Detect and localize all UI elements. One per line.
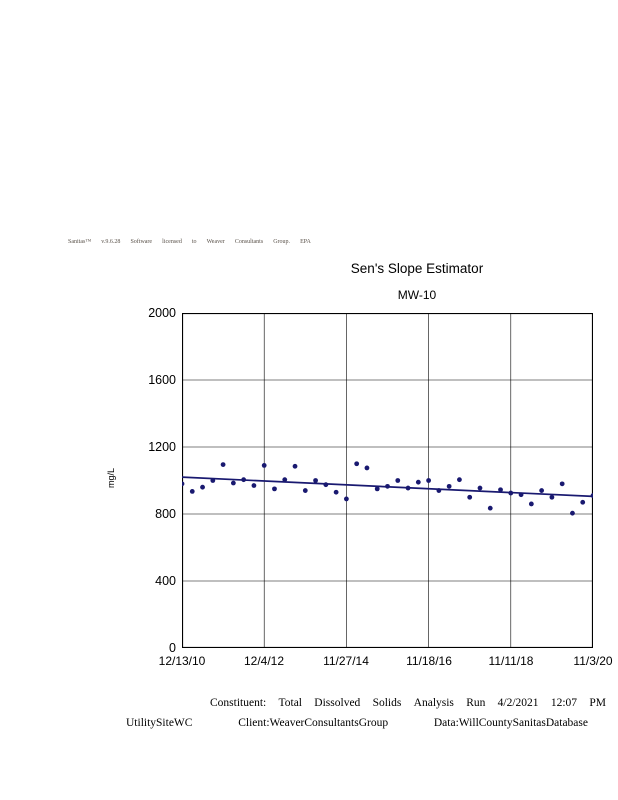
data-point [354, 461, 360, 467]
constituent-word: Solids [372, 697, 402, 709]
data-point [415, 479, 421, 485]
data-point [230, 480, 236, 486]
data-point [580, 499, 586, 505]
data-point [374, 486, 380, 492]
data-source: Data:WillCountySanitasDatabase [433, 717, 588, 729]
data-point [487, 505, 493, 511]
run-date: 4/2/2021 [497, 697, 539, 709]
data-point [446, 483, 452, 489]
constituent-word: Dissolved [314, 697, 361, 709]
plot-frame [182, 313, 593, 648]
data-point [344, 496, 349, 502]
x-tick-label: 11/18/16 [406, 654, 452, 668]
banner-word: v.9.6.28 [101, 239, 121, 245]
y-tick-label: 400 [155, 574, 176, 588]
data-point [220, 462, 226, 467]
constituent-word: Total [278, 697, 302, 709]
x-tick-label: 12/4/12 [243, 654, 285, 668]
y-tick-label: 800 [155, 507, 176, 521]
y-tick-label: 1600 [148, 373, 176, 387]
data-point [292, 463, 298, 469]
data-point [333, 489, 339, 495]
sanitas-banner: Sanitas™ v.9.6.28 Software licensed to W… [68, 239, 311, 245]
data-point [385, 483, 390, 489]
client-name: Client:WeaverConsultantsGroup [238, 717, 389, 729]
data-point [508, 490, 514, 496]
data-point [426, 478, 431, 483]
banner-word: Consultants [234, 239, 264, 245]
data-point [570, 510, 575, 516]
data-point [323, 482, 329, 488]
data-point [549, 494, 555, 500]
x-tick-label: 11/3/20 [573, 654, 613, 668]
banner-word: Group. [273, 239, 291, 245]
x-tick-label: 11/27/14 [323, 654, 369, 668]
run-time-meridiem: PM [589, 697, 606, 709]
data-point [182, 481, 185, 487]
plot-area [182, 313, 593, 648]
banner-word: EPA [300, 239, 311, 245]
data-point [436, 488, 442, 493]
data-point [405, 485, 411, 491]
chart-title: Sen's Slope Estimator [350, 261, 484, 276]
data-point [200, 484, 205, 490]
site-client-data-line: UtilitySiteWC Client:WeaverConsultantsGr… [126, 717, 588, 729]
data-point [302, 488, 308, 493]
banner-word: Weaver [206, 239, 225, 245]
constituent-label: Constituent: [210, 697, 267, 709]
data-point [261, 463, 267, 468]
data-point [457, 477, 462, 483]
banner-word: Software [130, 239, 153, 245]
analysis-run-line: Constituent: Total Dissolved Solids Anal… [210, 697, 606, 709]
banner-word: Sanitas™ [68, 239, 92, 245]
y-tick-label: 1200 [148, 440, 176, 454]
analysis-word: Run [466, 697, 486, 709]
y-tick-label: 0 [169, 641, 176, 655]
data-point [395, 478, 401, 483]
data-point [518, 492, 524, 498]
x-tick-label: 12/13/10 [158, 654, 206, 668]
data-point [313, 478, 318, 483]
banner-word: licensed [162, 239, 182, 245]
data-point [210, 478, 216, 483]
chart-subtitle-well-id: MW-10 [397, 288, 437, 302]
data-point [251, 483, 257, 488]
data-point [528, 501, 534, 507]
data-point [559, 481, 565, 487]
x-tick-label: 11/11/18 [488, 654, 534, 668]
data-point [272, 486, 277, 492]
banner-word: to [191, 239, 197, 245]
data-point [364, 465, 370, 471]
data-point [241, 477, 247, 483]
data-point [477, 485, 483, 491]
data-point [189, 488, 195, 494]
run-time: 12:07 [550, 697, 578, 709]
data-point [590, 493, 593, 498]
data-point [282, 477, 288, 483]
analysis-word: Analysis [413, 697, 454, 709]
data-point [539, 488, 545, 493]
data-point [467, 494, 473, 500]
site-name: UtilitySiteWC [126, 717, 193, 729]
data-point [498, 487, 503, 493]
y-axis-label: mg/L [106, 468, 116, 489]
y-tick-label: 2000 [148, 306, 176, 320]
